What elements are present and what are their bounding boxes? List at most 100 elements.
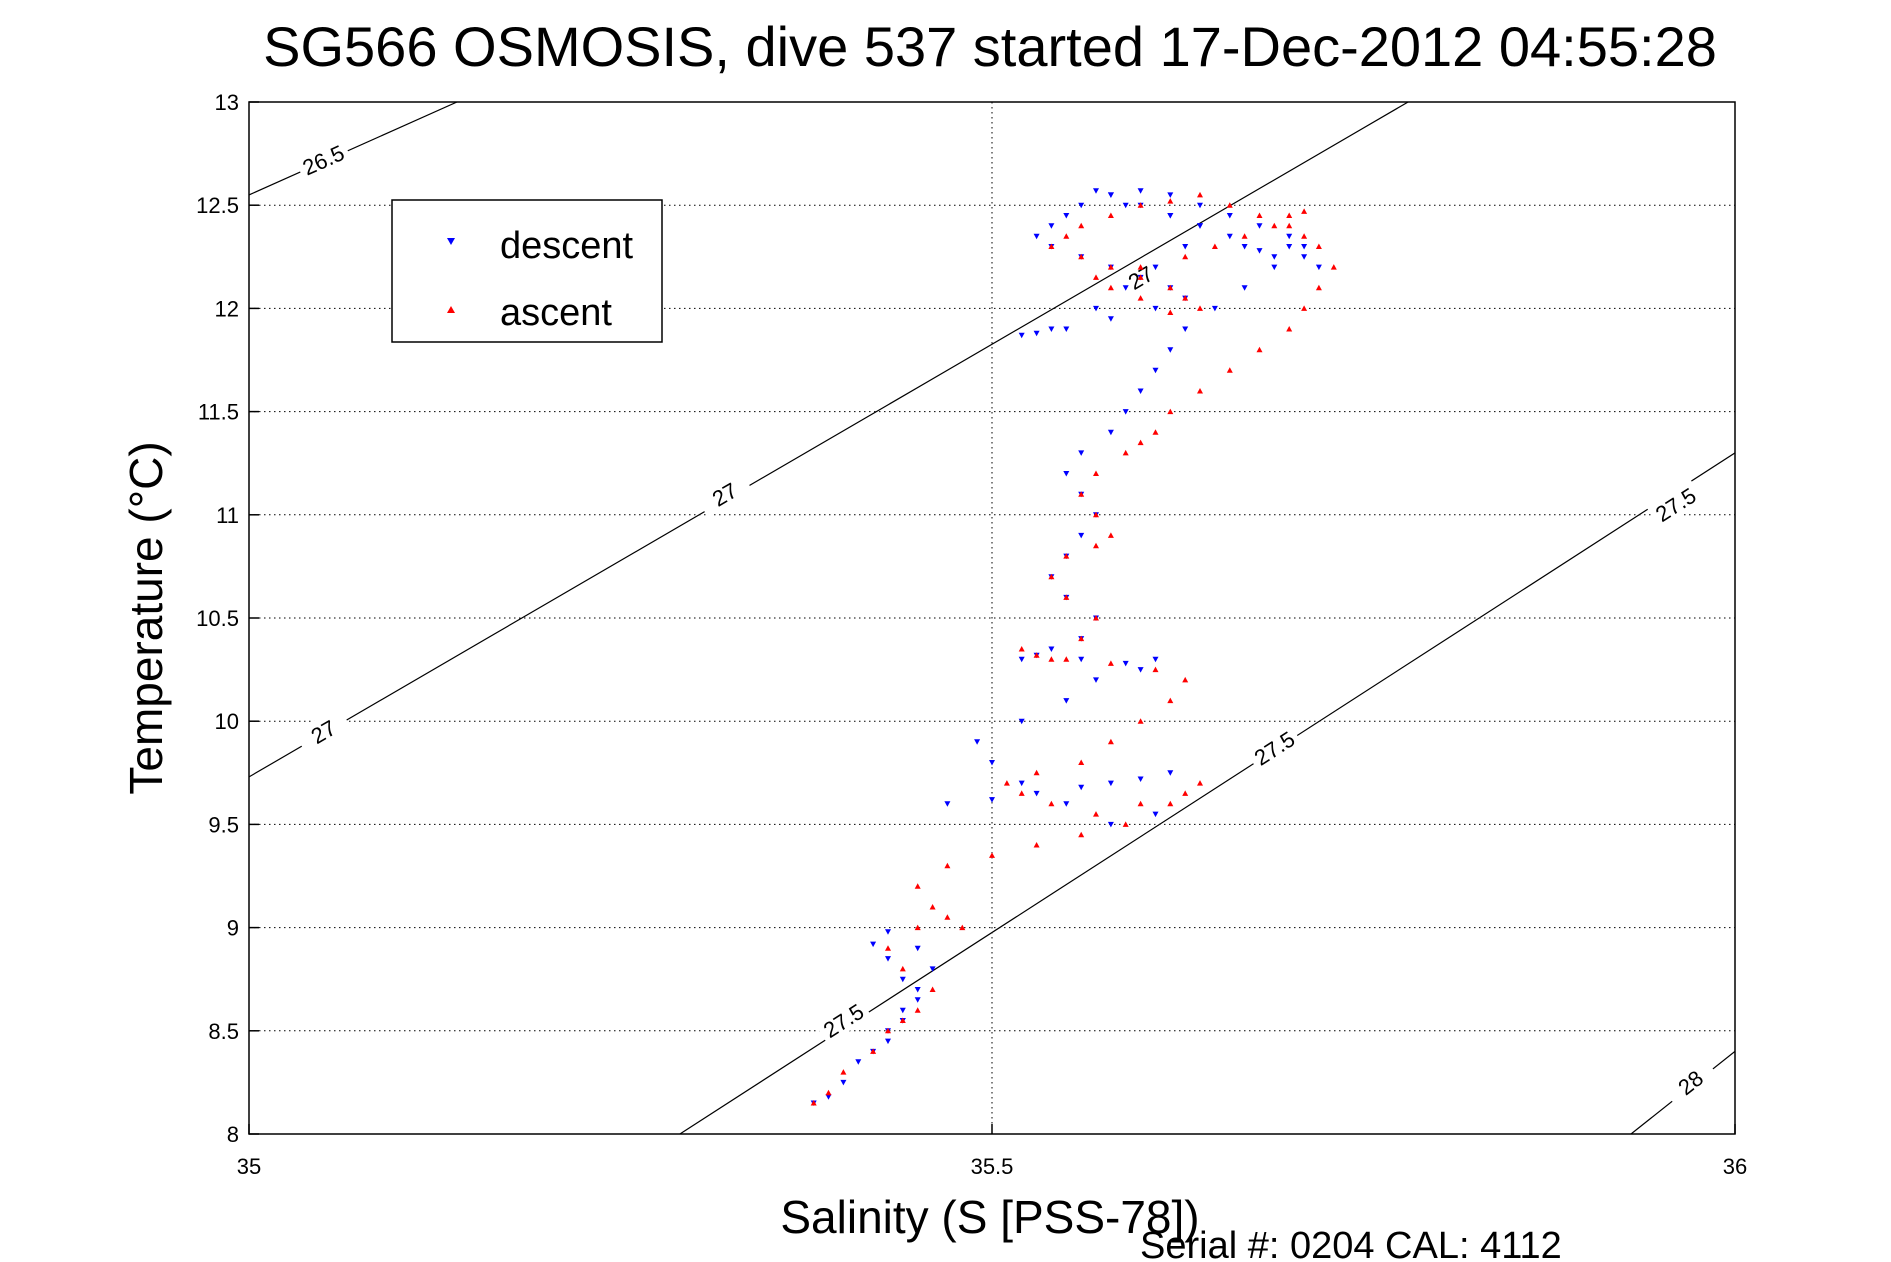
ascent-point (1063, 553, 1070, 559)
ascent-point (1315, 284, 1322, 291)
descent-point (1152, 264, 1159, 271)
contour-label-bg (1661, 1055, 1719, 1108)
descent-point (1256, 248, 1263, 254)
ascent-point (885, 1027, 891, 1034)
ascent-point (1226, 367, 1233, 373)
ascent-point (1182, 253, 1189, 260)
ascent-point (1048, 243, 1055, 249)
contour-label-bg (695, 468, 754, 518)
chart-title: SG566 OSMOSIS, dive 537 started 17-Dec-2… (263, 15, 1717, 78)
descent-point (1078, 202, 1085, 209)
y-tick-label: 9 (227, 916, 239, 941)
descent-point (914, 997, 921, 1003)
descent-point (1286, 233, 1293, 240)
ascent-point (1063, 594, 1070, 600)
x-tick-label: 35 (237, 1154, 261, 1179)
descent-point (1107, 821, 1114, 828)
ascent-point (899, 1017, 906, 1023)
ascent-point (1256, 346, 1263, 353)
ascent-point (1271, 222, 1278, 229)
descent-point (1152, 367, 1159, 374)
contour-label-bg (813, 994, 872, 1045)
x-axis-ticks: 35 35.5 36 (237, 1124, 1747, 1179)
descent-point (1226, 233, 1233, 240)
ascent-point (1137, 264, 1144, 270)
descent-point (1122, 202, 1129, 209)
ascent-point (1301, 305, 1308, 311)
descent-point (1107, 316, 1114, 322)
ascent-point (1048, 573, 1055, 580)
descent-point (1137, 188, 1144, 194)
descent-point (899, 976, 906, 983)
descent-point (944, 801, 951, 807)
ascent-point (944, 914, 951, 920)
ascent-point (1211, 243, 1218, 249)
descent-point (1063, 213, 1070, 219)
ascent-point (1256, 212, 1263, 218)
x-tick-label: 35.5 (971, 1154, 1014, 1179)
ascent-point (1167, 198, 1174, 204)
legend-box (391, 199, 663, 343)
y-tick-label: 10.5 (196, 606, 239, 631)
ascent-point (1107, 264, 1114, 270)
descent-point (1241, 285, 1248, 291)
y-tick-label: 10 (215, 709, 239, 734)
descent-point (1063, 471, 1070, 477)
ascent-point (959, 924, 966, 931)
descent-point (1137, 388, 1144, 394)
contour-label-bg (1646, 478, 1704, 529)
contour-label-bg (1244, 722, 1303, 773)
legend: descent ascent (391, 199, 663, 343)
ascent-point (1018, 790, 1025, 796)
ascent-point (1182, 676, 1189, 683)
descent-point (1152, 305, 1159, 312)
y-axis-label: Temperature (°C) (120, 441, 172, 794)
ascent-point (1286, 222, 1293, 229)
descent-point (1063, 698, 1070, 704)
ascent-point (1137, 274, 1144, 280)
ascent-point (825, 1089, 832, 1096)
descent-point (855, 1059, 862, 1065)
ascent-point (840, 1069, 847, 1075)
ascent-point (1107, 284, 1114, 291)
ascent-point (1093, 811, 1099, 817)
descent-point (885, 956, 891, 962)
ascent-point (914, 1007, 921, 1013)
ascent-point (899, 965, 906, 972)
descent-point (1063, 326, 1070, 332)
descent-point (1152, 656, 1159, 663)
ascent-point (885, 945, 891, 951)
descent-point (1048, 646, 1055, 652)
descent-point (1078, 784, 1085, 791)
ascent-point (1167, 408, 1174, 415)
ascent-point (1003, 780, 1010, 786)
ascent-point (1137, 202, 1144, 208)
legend-descent-marker (447, 238, 455, 245)
descent-point (1182, 244, 1189, 250)
ascent-point (1048, 656, 1055, 662)
descent-point (989, 797, 995, 803)
descent-point (1211, 305, 1218, 312)
descent-point (1033, 790, 1040, 797)
descent-point (840, 1079, 847, 1086)
y-tick-label: 11 (216, 503, 239, 528)
ascent-point (1078, 253, 1085, 260)
descent-point (1301, 244, 1308, 250)
contour-label-bg (293, 136, 352, 182)
descent-point (1107, 780, 1114, 787)
contour-line-26-5 (249, 102, 458, 196)
descent-point (1137, 776, 1144, 782)
descent-point (1093, 305, 1099, 312)
descent-point (1167, 213, 1174, 219)
ascent-point (1078, 759, 1085, 765)
ascent-point (929, 986, 936, 992)
ascent-point (1197, 780, 1203, 786)
ascent-point (870, 1048, 877, 1054)
descent-point (1315, 264, 1322, 271)
y-tick-label: 11.5 (198, 400, 239, 425)
ascent-point (1167, 800, 1174, 807)
ascent-point (914, 924, 921, 931)
descent-point (1122, 285, 1129, 291)
ascent-point (1122, 821, 1129, 827)
descent-point (1256, 223, 1263, 229)
